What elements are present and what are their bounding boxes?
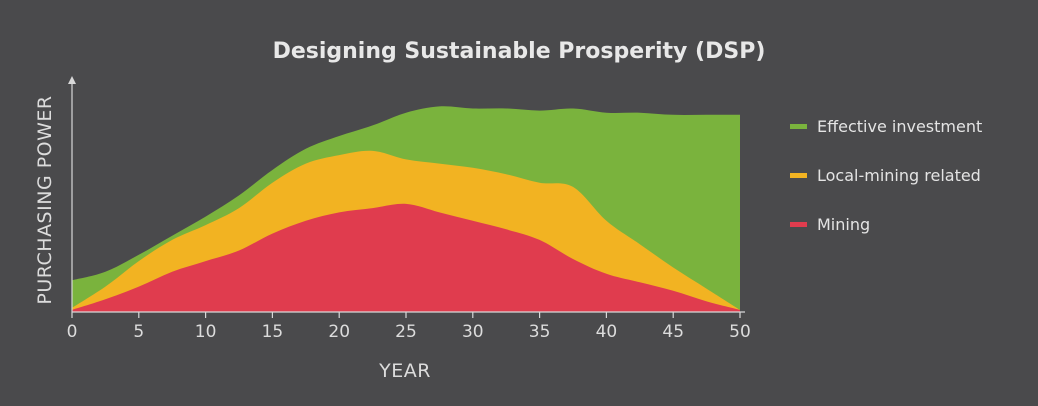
legend-swatch [790,222,807,227]
y-axis-arrow-icon [68,76,76,84]
legend-label: Effective investment [817,117,982,136]
area-stack [72,106,740,312]
x-tick-label: 30 [462,322,484,342]
area-mining [72,203,740,312]
y-axis-label: PURCHASING POWER [34,95,56,304]
x-tick-label: 15 [262,322,284,342]
x-tick-label: 5 [133,322,144,342]
x-axis-label: YEAR [378,360,431,382]
legend-swatch [790,124,807,129]
x-tick-label: 50 [729,322,751,342]
x-tick-label: 45 [662,322,684,342]
x-tick-label: 25 [395,322,417,342]
x-tick-label: 40 [596,322,618,342]
legend-label: Mining [817,215,870,234]
x-tick-label: 35 [529,322,551,342]
x-tick-label: 0 [67,322,78,342]
legend-swatch [790,173,807,178]
x-tick-label: 20 [328,322,350,342]
legend: Effective investment Local-mining related… [790,117,982,234]
x-tick-label: 10 [195,322,217,342]
x-tick-group: 0 5 10 15 20 25 30 35 40 45 50 [67,312,751,342]
legend-label: Local-mining related [817,166,981,185]
chart-title: Designing Sustainable Prosperity (DSP) [273,39,766,64]
